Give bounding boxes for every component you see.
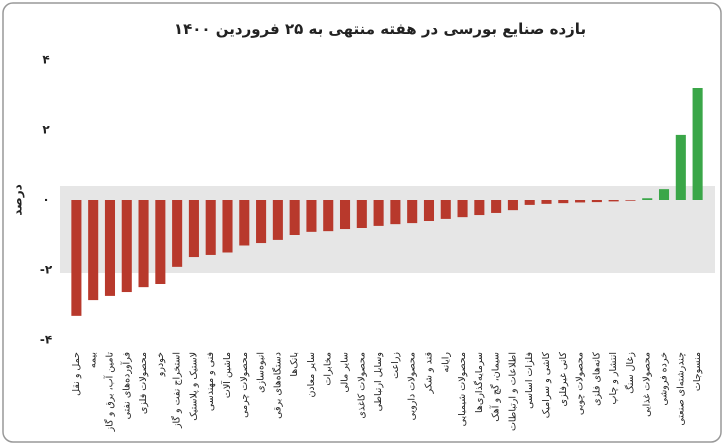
x-tick-label: زراعت [390,352,401,379]
x-tick-label: دستگاه‌های برقی [271,352,283,419]
x-tick-label: محصولات دارویی [407,352,418,420]
x-tick-label: لاستیک و پلاستیک [188,352,199,421]
bar [239,200,250,246]
bar [591,200,602,203]
y-tick-label: ۰ [42,193,49,207]
bar [642,198,653,200]
x-tick-label: کاشی و سرامیک [541,352,552,419]
bar [507,200,518,211]
bar [558,200,569,204]
x-tick-label: تامین آب، برق و گاز [102,352,115,433]
x-tick-label: فلزات اساسی [524,352,535,409]
bar [155,200,166,284]
bar [541,200,552,204]
chart-title: بازده صنایع بورسی در هفته منتهی به ۲۵ فر… [174,20,586,38]
x-tick-label: منسوجات [692,352,703,391]
bar [575,200,586,203]
x-tick-label: خودرو [155,352,166,377]
x-tick-label: بانک‌ها [289,352,300,377]
bar [457,200,468,218]
bar [625,200,636,201]
bar [188,200,199,258]
x-tick-label: اطلاعات و ارتباطات [507,352,518,431]
x-tick-label: سایر معادن [306,352,317,398]
x-tick-label: محصولات چوبی [575,352,586,415]
bar [306,200,317,232]
y-tick-label: ۲ [42,123,50,137]
x-tick-label: ماشین آلات [220,352,233,398]
y-axis-label: درصد [11,184,25,216]
bar [205,200,216,255]
bar [222,200,233,253]
bar [658,189,670,200]
bar [88,200,99,301]
bar [71,200,82,316]
x-tick-label: کانی غیرفلزی [558,352,569,407]
bar [407,200,418,224]
bar [138,200,149,288]
x-tick-label: انبوه‌سازی [256,352,267,393]
bar [608,200,619,202]
watermark-band [60,186,715,273]
bar [323,200,334,232]
x-tick-label: رایانه [440,352,451,373]
x-tick-label: بیمه [88,352,99,368]
bar [121,200,132,293]
x-tick-label: چندرشته‌ای صنعتی [675,352,686,426]
bar [491,200,502,213]
bar [339,200,351,230]
x-tick-label: فرآورده‌های نفتی [119,352,132,419]
x-tick-label: سایر مالی [340,352,351,393]
x-tick-label: استخراج نفت و گاز [171,352,183,429]
bar [356,200,367,228]
x-tick-label: محصولات غذایی [642,352,653,417]
x-tick-label: حمل و نقل [71,352,82,396]
x-tick-label: خرده فروشی [659,352,670,406]
bar [440,200,451,219]
x-tick-label: انتشار و چاپ [608,352,619,404]
bar [289,200,300,235]
x-tick-label: محصولات چرمی [239,352,250,418]
x-tick-label: محصولات کاغذی [356,352,367,419]
x-tick-label: سیمان، گچ و آهک [489,352,502,422]
y-tick-label: -۲ [40,263,53,277]
bar [675,134,686,200]
bar [390,200,401,225]
y-tick-label: ۴ [42,53,49,67]
bar [256,200,267,244]
bar [474,200,485,216]
x-tick-label: مخابرات [323,352,334,386]
x-tick-label: سرمایه‌گذاری‌ها [473,352,485,413]
x-tick-label: محصولات فلزی [138,352,149,414]
bar [373,200,384,226]
x-tick-label: فنی و مهندسی [205,352,216,411]
bar [172,200,183,267]
x-tick-label: کانه‌های فلزی [591,352,602,406]
x-tick-label: زغال سنگ [624,352,636,394]
bar [524,200,535,205]
x-tick-label: محصولات شیمیایی [457,352,468,426]
bar [104,200,116,296]
y-tick-label: -۴ [40,333,52,347]
x-tick-label: وسایل ارتباطی [373,352,384,411]
bar [423,200,435,221]
bar [272,200,283,240]
x-tick-label: قند و شکر [423,352,434,394]
bar [692,88,703,200]
